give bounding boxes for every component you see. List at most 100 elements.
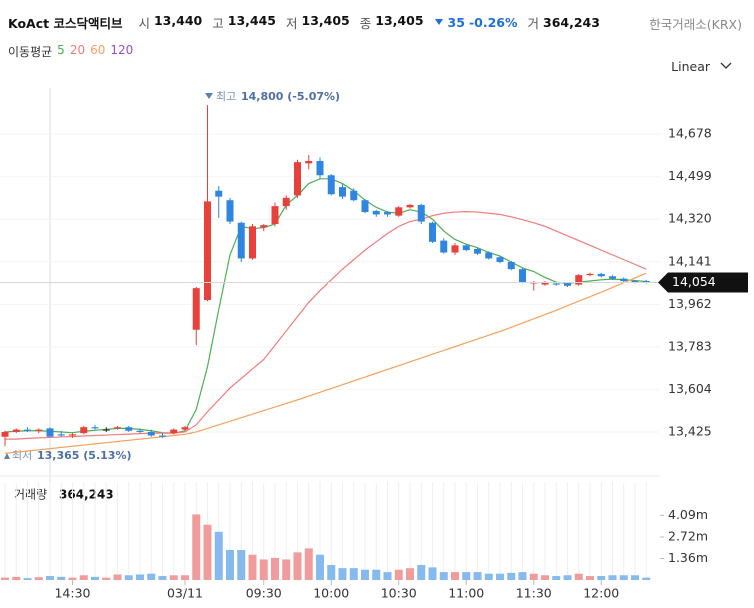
candle-body <box>12 429 20 432</box>
candle-body <box>192 288 200 330</box>
candle-body <box>384 212 391 215</box>
candle-body <box>541 282 549 285</box>
candle-body <box>136 430 144 432</box>
volume-bar <box>259 559 268 580</box>
candle-body <box>485 252 493 259</box>
candle-body <box>316 160 324 176</box>
quote-label: 시 <box>138 15 150 31</box>
candle-body <box>159 435 166 437</box>
x-tick-label: 10:00 <box>313 586 349 601</box>
volume-title: 거래량 <box>14 488 47 502</box>
y-tick-label: 13,783 <box>668 338 712 353</box>
volume-bar <box>484 573 493 580</box>
ma-legend-item: 120 <box>110 43 134 57</box>
volume-bar <box>428 567 437 580</box>
volume-bar <box>113 574 122 580</box>
quote-value: 13,405 <box>301 12 350 28</box>
volume-bar <box>23 578 32 580</box>
volume-bar <box>34 577 43 580</box>
volume-bar <box>406 568 414 580</box>
candle-body <box>305 160 313 164</box>
candle-body <box>440 240 448 253</box>
x-tick-label: 11:30 <box>516 586 552 601</box>
volume-bar <box>608 575 617 580</box>
last-price-tag <box>658 272 748 293</box>
candle-body <box>361 200 369 213</box>
candle-body <box>530 282 538 284</box>
candle-body <box>35 429 43 431</box>
candle-body <box>429 222 436 242</box>
volume-bar <box>248 554 257 580</box>
volume-bar <box>158 576 167 580</box>
quote-label: 종 <box>359 15 372 31</box>
ma-legend-item: 20 <box>69 43 86 57</box>
volume-bar <box>574 573 583 580</box>
ma-legend-item: 5 <box>57 43 65 57</box>
volume-bar <box>642 577 651 580</box>
candle-body <box>552 283 560 285</box>
volume-bar <box>327 564 336 580</box>
candle-body <box>282 197 290 207</box>
y-tick-label: 14,141 <box>668 253 712 268</box>
volume-bar <box>361 569 369 580</box>
ma-line <box>4 272 647 454</box>
volume-bar <box>507 572 516 580</box>
volume-bar <box>203 524 212 580</box>
volume-bar <box>57 576 66 580</box>
volume-tick-label: 2.72m <box>668 529 708 544</box>
volume-bar <box>417 564 426 580</box>
candle-body <box>24 429 31 431</box>
volume-bar <box>91 576 99 580</box>
candle-body <box>372 210 380 215</box>
candle-body <box>181 427 189 430</box>
volume-bar <box>631 575 639 580</box>
volume-bar <box>192 514 201 580</box>
volume-bar <box>496 573 504 580</box>
candle-body <box>237 222 245 259</box>
candle-body <box>474 248 481 254</box>
down-arrow <box>434 19 443 25</box>
x-tick-label: 09:30 <box>246 586 282 601</box>
volume-bar <box>541 575 549 580</box>
candle-body <box>519 269 526 283</box>
volume-bar <box>619 575 628 580</box>
candle-body <box>102 429 110 431</box>
ma-legend[interactable]: 이동평균 5 20 60 120 <box>8 43 133 60</box>
volume-bar <box>124 575 133 580</box>
volume-label: 거 <box>527 15 540 31</box>
candle-body <box>125 427 133 431</box>
volume-value: 364,243 <box>543 14 600 30</box>
y-tick-label: 13,604 <box>668 381 712 396</box>
volume-bar <box>147 573 156 580</box>
volume-bar <box>46 576 54 580</box>
candle-body <box>271 206 279 224</box>
volume-bar <box>451 572 459 580</box>
volume-bar <box>349 568 358 580</box>
candle-body <box>564 283 571 286</box>
ma-legend-item: 60 <box>90 43 106 57</box>
volume-bar <box>586 576 594 580</box>
x-tick-label: 14:30 <box>54 586 90 601</box>
volume-bar <box>394 569 403 580</box>
low-label: 최저 <box>12 449 32 462</box>
volume-bar <box>338 568 347 580</box>
candle-body <box>496 257 504 263</box>
candle-body <box>451 245 459 253</box>
volume-bar <box>563 575 572 580</box>
volume-bar <box>271 557 279 580</box>
high-text: 14,800 (-5.07%) <box>241 90 340 103</box>
candle-body <box>575 275 583 285</box>
candle-body <box>147 431 155 436</box>
candle-body <box>294 162 301 196</box>
candle-body <box>215 190 223 197</box>
candle-body <box>46 428 54 437</box>
candle-body <box>620 278 628 282</box>
candle-body <box>339 187 346 197</box>
volume-bar <box>293 552 302 580</box>
volume-bar <box>316 554 324 580</box>
volume-bar <box>136 574 144 580</box>
candle-body <box>226 200 234 222</box>
scale-button[interactable]: Linear <box>671 59 732 74</box>
volume-bar <box>282 559 291 580</box>
